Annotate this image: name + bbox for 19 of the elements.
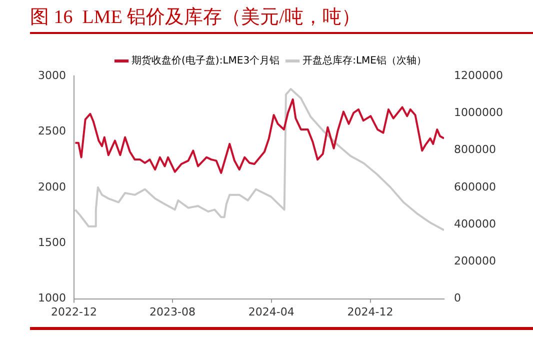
legend-label: 开盘总库存:LME铝（次轴）: [302, 54, 426, 67]
legend-label: 期货收盘价(电子盘):LME3个月铝: [132, 54, 280, 67]
y2-tick-label: 200000: [454, 254, 496, 268]
y2-tick-label: 400000: [454, 217, 496, 230]
y-tick-label: 2000: [38, 180, 66, 194]
y2-tick-label: 0: [454, 292, 462, 305]
y2-tick-label: 1000000: [454, 106, 504, 119]
x-tick-label: 2024-12: [347, 305, 394, 318]
y-tick-label: 2500: [38, 124, 66, 138]
x-tick-label: 2023-08: [149, 305, 196, 318]
y-tick-label: 1500: [38, 236, 66, 249]
y2-tick-label: 800000: [454, 143, 496, 156]
chart-title: 图 16 LME 铝价及库存（美元/吨，吨）: [30, 4, 533, 34]
y-tick-label: 1000: [38, 292, 66, 305]
y2-tick-label: 1200000: [454, 68, 504, 82]
x-tick-label: 2022-12: [51, 305, 97, 318]
y2-tick-label: 600000: [454, 180, 496, 194]
y-tick-label: 3000: [38, 68, 66, 82]
x-tick-label: 2024-04: [248, 305, 294, 318]
